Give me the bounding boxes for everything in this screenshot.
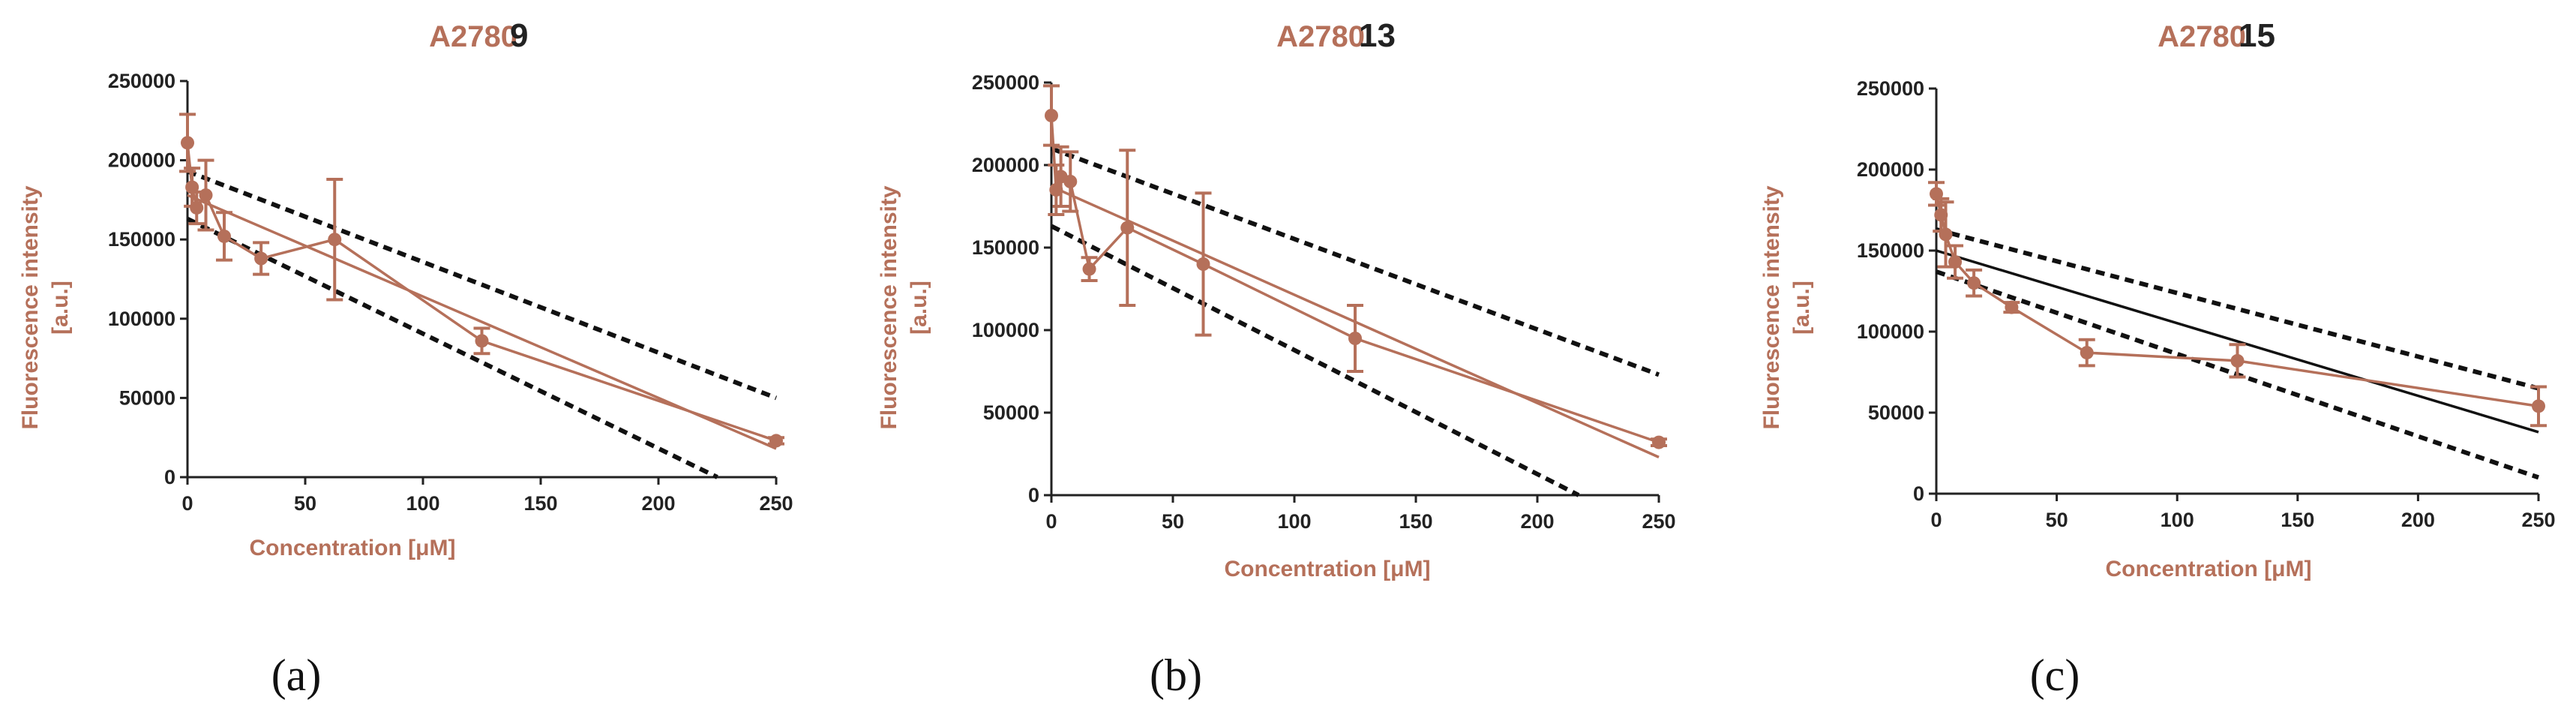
panel-b-data-point bbox=[1348, 332, 1362, 345]
panel-c-y-tick-label: 50000 bbox=[1868, 401, 1924, 424]
panel-c-data-point bbox=[2080, 346, 2094, 360]
panel-c-x-tick-label: 250 bbox=[2521, 509, 2555, 531]
panel-a-data-point bbox=[199, 188, 213, 203]
panel-b-x-tick-label: 50 bbox=[1162, 510, 1184, 533]
panel-a-y-tick-label: 0 bbox=[164, 466, 175, 488]
panel-b-x-tick-label: 200 bbox=[1520, 510, 1554, 533]
panel-c-data-point bbox=[2532, 399, 2545, 413]
panel-b-data-point bbox=[1082, 262, 1096, 276]
panel-c-data-point bbox=[2230, 353, 2245, 368]
panel-c: A2780 15 Concentration [μM] Fluorescence… bbox=[1759, 17, 2556, 700]
panel-a-data-point bbox=[181, 136, 194, 150]
panel-b-confidence-lower bbox=[1050, 224, 1580, 497]
panel-b-title-cell: A2780 bbox=[1276, 20, 1365, 53]
panel-b-data-point bbox=[1652, 435, 1666, 449]
panel-b-y-tick-label: 250000 bbox=[972, 71, 1039, 94]
panel-a-title-compound: 9 bbox=[510, 17, 528, 54]
panel-b-x-tick-label: 150 bbox=[1399, 510, 1432, 533]
panel-b-y-tick-label: 0 bbox=[1028, 484, 1039, 506]
panel-a-title-cell: A2780 bbox=[429, 20, 517, 53]
panel-b-label: (b) bbox=[1150, 650, 1202, 700]
panel-a-y-tick-label: 50000 bbox=[119, 386, 175, 409]
panel-a-x-tick-label: 150 bbox=[523, 492, 557, 515]
panel-a-x-tick-label: 250 bbox=[759, 492, 793, 515]
panel-a-data-line bbox=[186, 143, 777, 443]
panel-b-data-point bbox=[1120, 221, 1135, 235]
panel-c-y-tick-label: 250000 bbox=[1857, 77, 1924, 100]
panel-b-x-axis-label: Concentration [μM] bbox=[1225, 557, 1431, 581]
panel-c-title-compound: 15 bbox=[2239, 17, 2275, 54]
panel-c-y-axis-label-line2: [a.u.] bbox=[1789, 281, 1814, 335]
panel-b-y-tick-label: 50000 bbox=[983, 401, 1039, 424]
panel-b-x-tick-label: 0 bbox=[1045, 510, 1057, 533]
panel-b-y-axis-label-line1: Fluorescence intensity bbox=[877, 185, 901, 429]
panel-b-data-line bbox=[1050, 115, 1660, 444]
panel-a-data-point bbox=[475, 334, 489, 348]
panel-a-y-tick-label: 100000 bbox=[108, 308, 175, 330]
panel-c-x-tick-label: 0 bbox=[1930, 509, 1942, 531]
panel-a-y-axis-label-line2: [a.u.] bbox=[48, 281, 73, 335]
panel-a-data-point bbox=[769, 434, 783, 448]
panel-b-title-compound: 13 bbox=[1359, 17, 1396, 54]
panel-c-x-tick-label: 50 bbox=[2046, 509, 2068, 531]
panel-b-data-point bbox=[1196, 257, 1210, 271]
panel-a-x-tick-label: 200 bbox=[641, 492, 675, 515]
panel-c-x-tick-label: 150 bbox=[2281, 509, 2314, 531]
panel-a-data-point bbox=[190, 200, 204, 215]
panel-c-x-axis-label: Concentration [μM] bbox=[2106, 557, 2312, 581]
panel-b-confidence-upper bbox=[1050, 146, 1660, 377]
panel-c-data-point bbox=[1967, 276, 1981, 290]
panel-a-data-point bbox=[254, 251, 268, 266]
panel-c-title-cell: A2780 bbox=[2158, 20, 2246, 53]
panel-b-y-axis-label-line2: [a.u.] bbox=[907, 281, 931, 335]
panel-a-data-point bbox=[217, 229, 231, 243]
panel-c-y-tick-label: 100000 bbox=[1857, 320, 1924, 343]
panel-a-data-point bbox=[328, 233, 342, 247]
panel-a-y-tick-label: 250000 bbox=[108, 70, 175, 92]
panel-c-y-tick-label: 150000 bbox=[1857, 239, 1924, 262]
panel-a-x-tick-label: 0 bbox=[181, 492, 193, 515]
panel-a-x-axis-label: Concentration [μM] bbox=[250, 536, 456, 560]
panel-b-y-tick-label: 200000 bbox=[972, 154, 1039, 176]
panel-c-y-tick-label: 200000 bbox=[1857, 158, 1924, 181]
panel-a-y-axis-label-line1: Fluorescence intensity bbox=[18, 185, 43, 429]
panel-a: A2780 9 Concentration [μM] Fluorescence … bbox=[18, 17, 793, 700]
panel-a-y-tick-label: 200000 bbox=[108, 149, 175, 172]
panel-c-y-axis-label-line1: Fluorescence intensity bbox=[1759, 185, 1784, 429]
panel-b: A2780 13 Concentration [μM] Fluorescence… bbox=[877, 17, 1676, 700]
panel-b-y-tick-label: 150000 bbox=[972, 236, 1039, 259]
panel-b-x-tick-label: 250 bbox=[1642, 510, 1675, 533]
panel-c-fit-line bbox=[1936, 249, 2539, 434]
panel-a-label: (a) bbox=[271, 650, 322, 700]
panel-c-y-tick-label: 0 bbox=[1913, 482, 1924, 505]
panel-b-x-tick-label: 100 bbox=[1277, 510, 1311, 533]
panel-c-data-point bbox=[1948, 255, 1963, 269]
panel-c-x-tick-label: 200 bbox=[2401, 509, 2435, 531]
panel-a-y-tick-label: 150000 bbox=[108, 228, 175, 251]
panel-a-confidence-upper bbox=[186, 169, 778, 401]
panel-a-x-tick-label: 50 bbox=[294, 492, 316, 515]
panel-c-label: (c) bbox=[2030, 650, 2080, 700]
panel-b-data-point bbox=[1045, 109, 1058, 122]
panel-b-data-point bbox=[1063, 175, 1078, 188]
panel-c-data-point bbox=[2005, 300, 2019, 314]
panel-c-x-tick-label: 100 bbox=[2161, 509, 2194, 531]
panel-a-x-tick-label: 100 bbox=[406, 492, 439, 515]
panel-a-confidence-lower bbox=[186, 217, 718, 479]
panel-c-data-point bbox=[1939, 227, 1953, 242]
panel-b-y-tick-label: 100000 bbox=[972, 319, 1039, 341]
